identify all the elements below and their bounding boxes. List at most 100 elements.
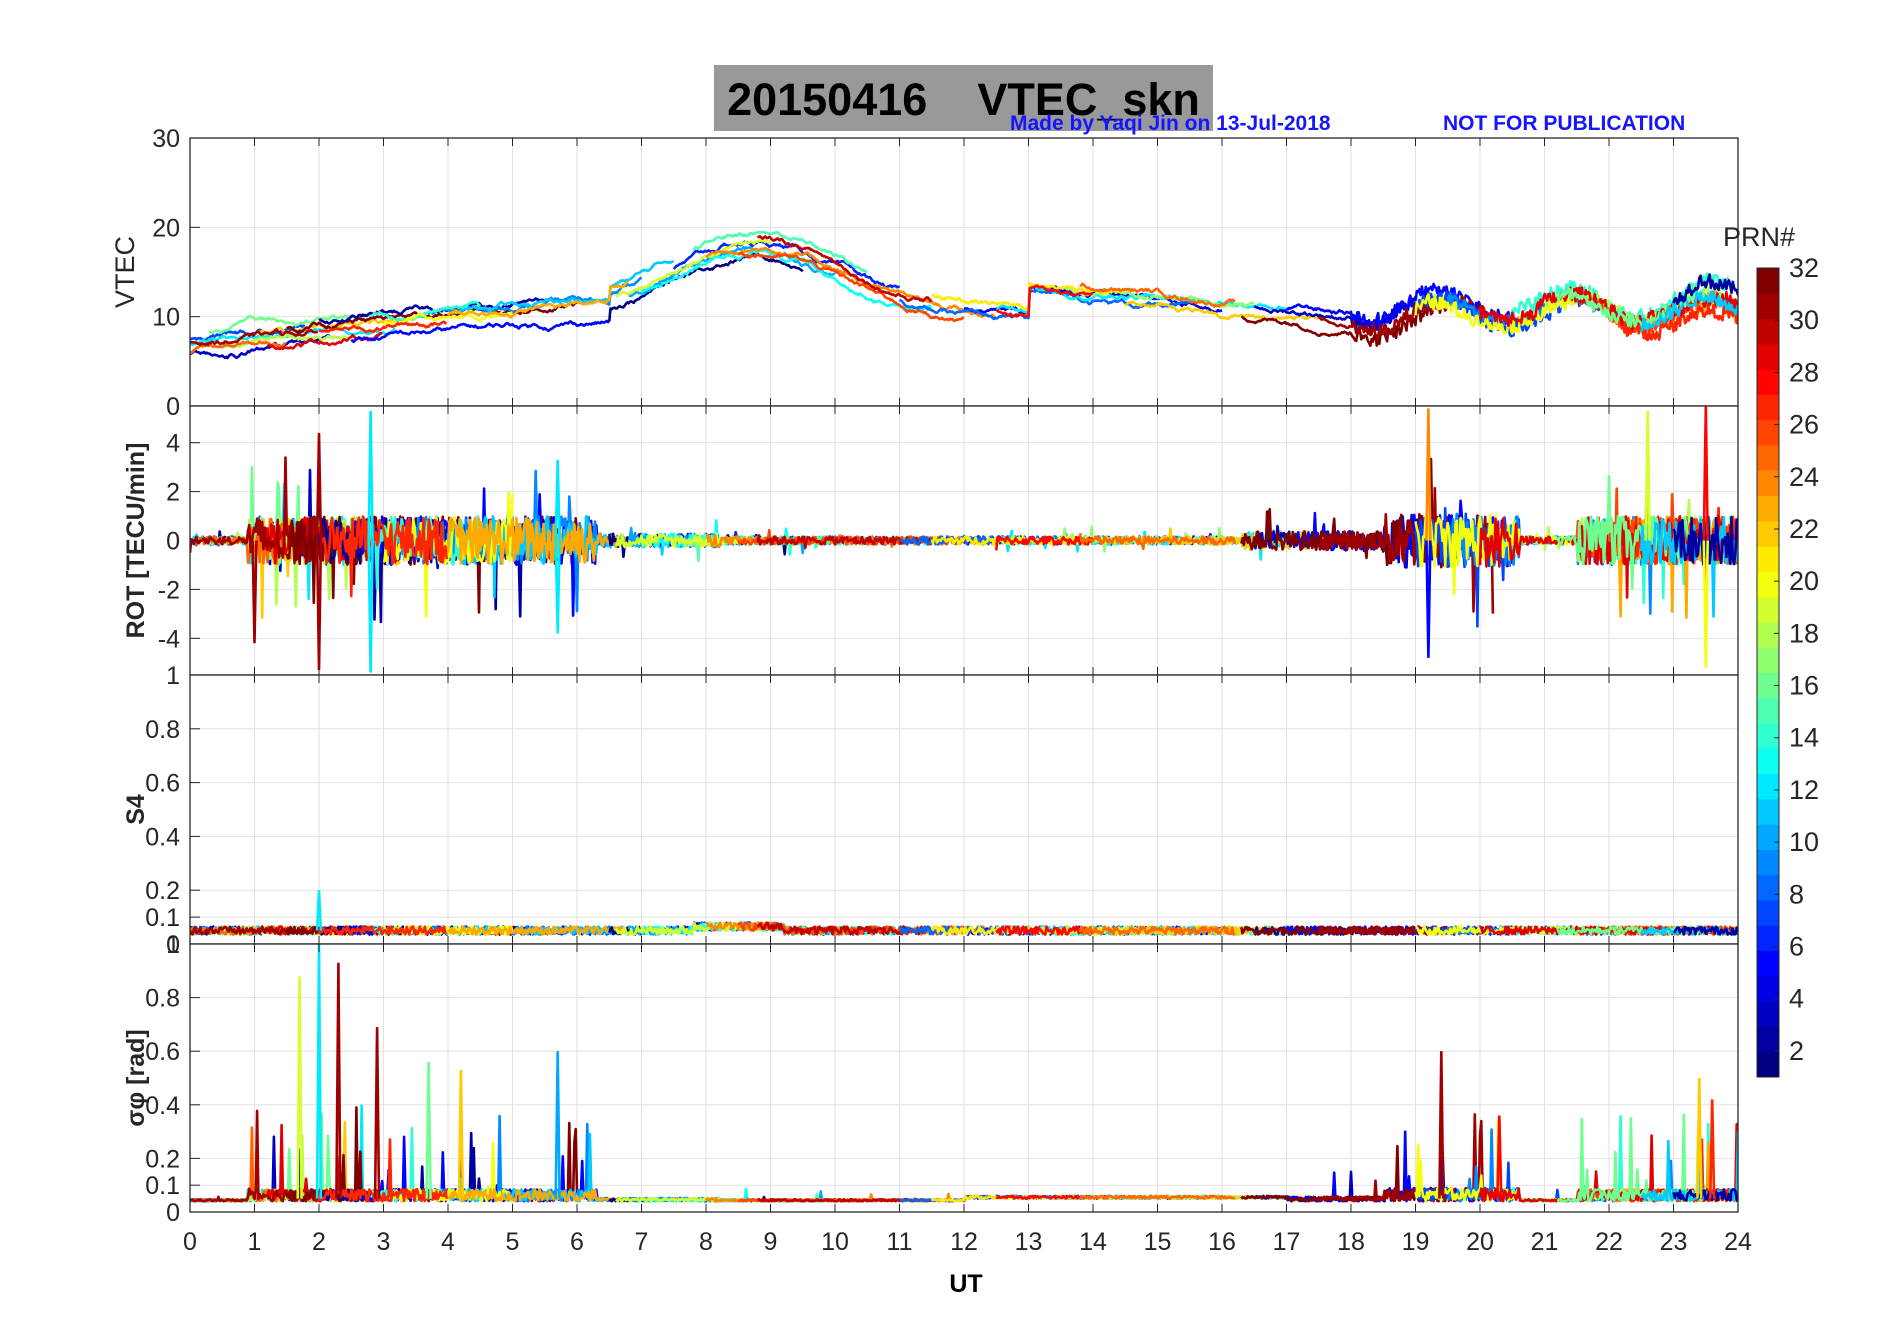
panel-rot: -4 -2 0 2 4 ROT [TECU/min] xyxy=(122,405,1739,676)
colorbar-tick-label: 12 xyxy=(1789,775,1819,805)
x-tick-label: 0 xyxy=(183,1228,197,1256)
colorbar-swatch xyxy=(1757,874,1779,901)
series-spike xyxy=(457,1069,465,1199)
colorbar-swatch xyxy=(1757,748,1779,775)
series-line-prn27 xyxy=(317,925,448,936)
colorbar-tick-label: 4 xyxy=(1789,984,1804,1014)
x-tick-label: 22 xyxy=(1595,1228,1623,1256)
credit-author: Made by Yaqi Jin on 13-Jul-2018 xyxy=(1010,112,1331,135)
colorbar-swatch xyxy=(1757,798,1779,825)
colorbar-swatch xyxy=(1757,571,1779,598)
series-line-prn28 xyxy=(995,284,1093,318)
series-line-prn19 xyxy=(615,238,772,298)
series-line-prn20 xyxy=(1414,291,1578,335)
y-tick-label: 1 xyxy=(166,931,180,959)
y-tick-label: 0 xyxy=(166,393,180,421)
series-spike xyxy=(1425,540,1432,658)
y-tick-label: 0.2 xyxy=(145,1145,180,1173)
y-axis-label: σφ [rad] xyxy=(122,1029,150,1127)
x-tick-label: 16 xyxy=(1208,1228,1236,1256)
colorbar-swatch xyxy=(1757,950,1779,977)
series-line-prn19 xyxy=(614,532,772,549)
series-line-prn1 xyxy=(608,251,804,322)
colorbar-tick-label: 2 xyxy=(1789,1036,1804,1066)
x-tick-label: 17 xyxy=(1273,1228,1301,1256)
series-line-prn14 xyxy=(370,300,482,323)
x-tick-label: 1 xyxy=(248,1228,262,1256)
colorbar-tick-label: 32 xyxy=(1789,253,1819,283)
series-traces xyxy=(190,944,1738,1203)
series-spike xyxy=(367,410,374,541)
series-line-prn20 xyxy=(382,311,513,326)
series-spike xyxy=(1709,1099,1716,1199)
series-spike xyxy=(554,459,561,541)
x-tick-label: 12 xyxy=(950,1228,978,1256)
colorbar-swatch xyxy=(1757,369,1779,395)
colorbar-swatch xyxy=(1757,268,1779,294)
series-line-prn25 xyxy=(1078,532,1237,551)
series-line-prn27 xyxy=(317,515,448,598)
series-line-prn11 xyxy=(460,260,674,312)
series-line-prn15 xyxy=(692,230,868,273)
series-spike xyxy=(425,1061,432,1199)
x-tick-label: 9 xyxy=(764,1228,778,1256)
series-spike xyxy=(1702,540,1709,668)
series-spike xyxy=(315,432,323,541)
series-spike xyxy=(554,1051,561,1199)
x-tick-label: 11 xyxy=(887,1228,913,1256)
y-tick-label: 20 xyxy=(152,214,180,242)
colorbar-swatch xyxy=(1757,975,1779,1002)
colorbar-swatch xyxy=(1757,1026,1779,1053)
colorbar-swatch xyxy=(1757,546,1779,572)
colorbar-swatch xyxy=(1757,672,1779,699)
x-tick-label: 15 xyxy=(1144,1228,1172,1256)
colorbar-swatch xyxy=(1757,318,1779,345)
colorbar-tick-label: 18 xyxy=(1789,618,1819,648)
colorbar-tick-label: 16 xyxy=(1789,671,1819,701)
y-tick-label: 2 xyxy=(166,479,180,507)
series-line-prn23 xyxy=(447,925,630,936)
panel-s4: 00.10.2 0.4 0.6 0.8 1 S4 xyxy=(122,662,1739,959)
series-line-prn31 xyxy=(190,327,319,347)
colorbar-swatch xyxy=(1757,444,1779,471)
x-tick-label: 3 xyxy=(377,1228,391,1256)
colorbar-swatch xyxy=(1757,647,1779,673)
series-line-prn5 xyxy=(350,319,611,344)
y-tick-label: 0 xyxy=(166,528,180,556)
colorbar-swatch xyxy=(1757,925,1779,952)
series-line-prn27 xyxy=(318,320,447,334)
x-tick-label: 18 xyxy=(1337,1228,1365,1256)
colorbar-swatch xyxy=(1757,520,1779,547)
x-tick-label: 2 xyxy=(312,1228,326,1256)
y-tick-label: 0.6 xyxy=(145,770,180,798)
y-tick-label: 0.8 xyxy=(145,716,180,744)
x-tick-labels: 0 1 2 3 4 5 6 7 8 9 10 11 12 13 14 15 16 17 18 19 20 21 22 23 24 xyxy=(183,1228,1752,1256)
y-tick-label: 0 xyxy=(166,1199,180,1227)
series-traces xyxy=(190,890,1738,936)
series-spike xyxy=(1496,1115,1503,1199)
colorbar-tick-label: 20 xyxy=(1789,566,1819,596)
x-tick-label: 7 xyxy=(635,1228,649,1256)
series-line-prn25 xyxy=(1079,1194,1236,1200)
series-line-prn6 xyxy=(672,239,901,289)
series-line-prn13 xyxy=(640,248,932,313)
x-tick-label: 8 xyxy=(699,1228,713,1256)
series-line-prn2 xyxy=(1672,1188,1738,1202)
title-date: 20150416 xyxy=(727,74,928,125)
colorbar-swatch xyxy=(1757,419,1779,446)
series-line-prn23 xyxy=(447,280,629,319)
series-traces xyxy=(190,230,1738,360)
series-spike xyxy=(554,540,561,634)
series-spike xyxy=(373,1027,381,1199)
credit-notice: NOT FOR PUBLICATION xyxy=(1443,112,1686,135)
title-label: VTEC_skn xyxy=(977,74,1200,125)
y-axis-label: S4 xyxy=(122,794,150,825)
y-tick-label: 0 xyxy=(166,931,180,959)
series-spike xyxy=(1438,1051,1445,1199)
series-spike xyxy=(1696,1077,1703,1199)
colorbar-label: PRN# xyxy=(1723,222,1795,252)
colorbar-tick-label: 8 xyxy=(1789,879,1804,909)
